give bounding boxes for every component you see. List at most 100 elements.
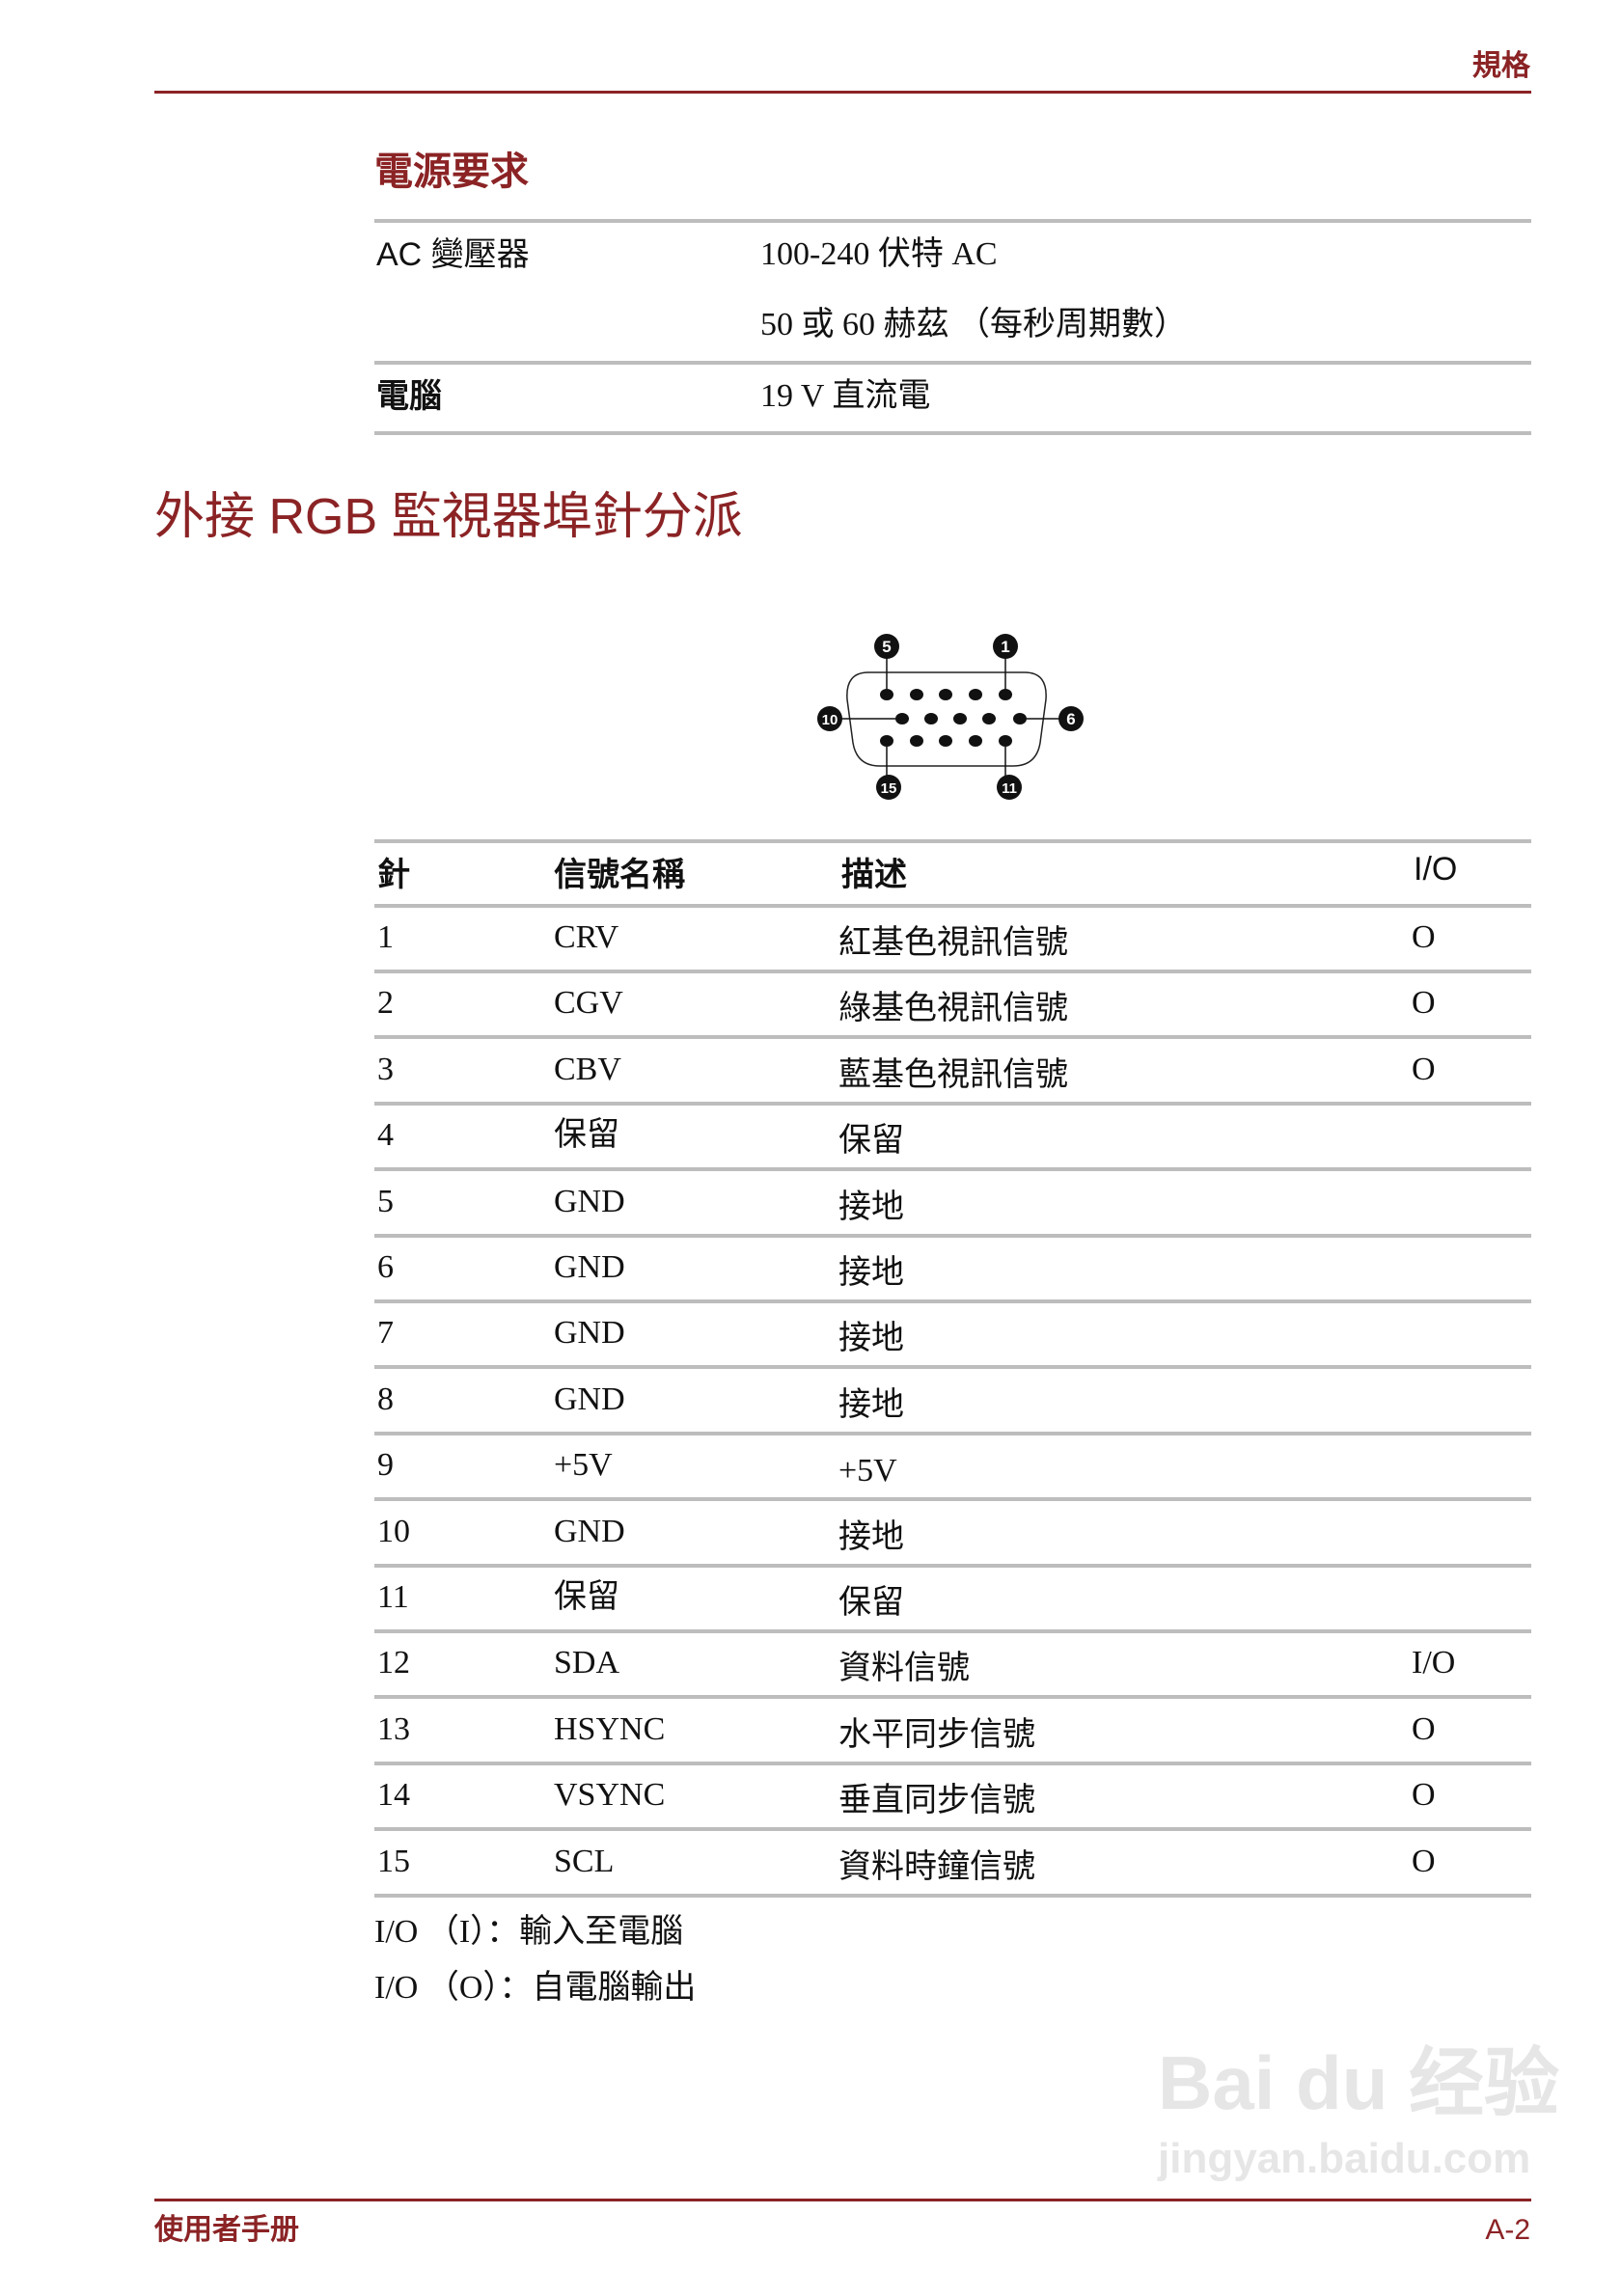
note-input: I/O （I）：輸入至電腦 (374, 1914, 684, 1950)
io-direction: I/O (1412, 1645, 1456, 1681)
io-direction: O (1412, 1710, 1436, 1747)
rgb-title: 外接 RGB 監視器埠針分派 (154, 489, 743, 545)
footer-manual-title: 使用者手册 (154, 2214, 299, 2246)
table-row-divider (374, 1167, 1531, 1172)
table-row-divider (374, 1893, 1531, 1898)
io-direction: O (1412, 985, 1436, 1022)
pin-number: 7 (377, 1315, 394, 1352)
baidu-watermark-url: jingyan.baidu.com (1158, 2135, 1531, 2182)
table-row-divider (374, 1431, 1531, 1435)
signal-name: SDA (554, 1645, 620, 1681)
divider (374, 361, 1531, 365)
divider (374, 839, 1531, 843)
table-row-divider (374, 1695, 1531, 1700)
pin-label-15-badge (876, 775, 901, 800)
page-number: A-2 (1485, 2214, 1530, 2246)
power-label-adapter: AC 變壓器 (376, 236, 530, 273)
signal-description: 接地 (838, 1321, 904, 1357)
signal-description: 垂直同步信號 (838, 1783, 1035, 1819)
table-row-divider (374, 1827, 1531, 1832)
signal-description: 紅基色視訊信號 (838, 925, 1068, 961)
power-value: 100-240 伏特 AC (760, 236, 998, 272)
signal-description: 資料信號 (838, 1651, 970, 1687)
divider (374, 904, 1531, 908)
signal-name: VSYNC (554, 1777, 666, 1814)
pin-number: 12 (377, 1645, 410, 1681)
io-direction: O (1412, 919, 1436, 955)
table-row-divider (374, 970, 1531, 973)
pin-label-10-badge (817, 706, 842, 731)
table-row-divider (374, 1365, 1531, 1370)
power-label-computer: 電腦 (376, 378, 442, 415)
signal-name: CBV (554, 1051, 621, 1087)
signal-name: 保留 (554, 1579, 619, 1615)
signal-name: +5V (554, 1447, 613, 1484)
pin-number: 10 (377, 1513, 410, 1549)
signal-description: 水平同步信號 (838, 1716, 1035, 1753)
signal-description: 資料時鐘信號 (838, 1848, 1035, 1885)
pin-label: 5 (882, 638, 891, 656)
pin-number: 9 (377, 1447, 394, 1484)
signal-name: GND (554, 1513, 625, 1549)
table-row-divider (374, 1035, 1531, 1040)
pin-number: 8 (377, 1380, 394, 1417)
signal-description: 藍基色視訊信號 (838, 1056, 1068, 1093)
baidu-watermark-logo: Bai du 经验 (1158, 2040, 1560, 2125)
pin-label: 10 (822, 712, 838, 728)
power-value: 50 或 60 赫茲 （每秒周期數） (760, 307, 1187, 342)
signal-name: 保留 (554, 1117, 619, 1154)
pin-label: 1 (1001, 638, 1009, 656)
signal-description: 保留 (838, 1123, 904, 1160)
connector-pins (880, 689, 1027, 747)
signal-description: 接地 (838, 1255, 904, 1291)
pin-label-1-badge (993, 634, 1018, 659)
pin-label-5-badge (874, 634, 899, 659)
power-value: 19 V 直流電 (760, 378, 931, 414)
signal-description: 接地 (838, 1518, 904, 1555)
table-row-divider (374, 1233, 1531, 1238)
note-output: I/O （O）：自電腦輸出 (374, 1970, 697, 2006)
power-title: 電源要求 (374, 150, 529, 193)
pin-label-11-badge (997, 775, 1022, 800)
pin-number: 13 (377, 1710, 410, 1747)
pin-number: 3 (377, 1051, 394, 1087)
table-row-divider (374, 1563, 1531, 1568)
pin-number: 15 (377, 1843, 410, 1879)
table-row-divider (374, 1629, 1531, 1633)
io-direction: O (1412, 1051, 1436, 1087)
pin-number: 1 (377, 919, 394, 955)
signal-description: 接地 (838, 1386, 904, 1423)
footer-rule (154, 2199, 1531, 2201)
pin-number: 11 (377, 1579, 409, 1615)
pin-number: 14 (377, 1777, 410, 1814)
signal-name: GND (554, 1315, 625, 1352)
signal-name: CRV (554, 919, 619, 955)
table-row-divider (374, 1299, 1531, 1303)
signal-name: GND (554, 1380, 625, 1417)
signal-description: +5V (838, 1453, 897, 1490)
signal-name: SCL (554, 1843, 615, 1879)
signal-description: 綠基色視訊信號 (838, 991, 1068, 1027)
section-header: 規格 (1472, 50, 1530, 82)
signal-description: 保留 (838, 1585, 904, 1621)
header-rule (154, 91, 1531, 94)
io-direction: O (1412, 1843, 1436, 1879)
signal-description: 接地 (838, 1189, 904, 1225)
vga-connector-diagram: 5 1 10 6 15 11 (817, 634, 1084, 800)
pin-number: 4 (377, 1117, 394, 1154)
table-row-divider (374, 1101, 1531, 1106)
table-row-divider (374, 1761, 1531, 1765)
table-row-divider (374, 1497, 1531, 1502)
signal-name: GND (554, 1183, 625, 1219)
pin-number: 6 (377, 1249, 394, 1285)
io-direction: O (1412, 1777, 1436, 1814)
divider (374, 219, 1531, 223)
pin-number: 2 (377, 985, 394, 1022)
signal-name: GND (554, 1249, 625, 1285)
pin-label: 6 (1066, 710, 1075, 728)
connector-shell (846, 671, 1047, 767)
col-header-pin: 針 (377, 857, 410, 893)
signal-name: CGV (554, 985, 623, 1022)
col-header-signal: 信號名稱 (554, 857, 685, 893)
divider (374, 431, 1531, 435)
